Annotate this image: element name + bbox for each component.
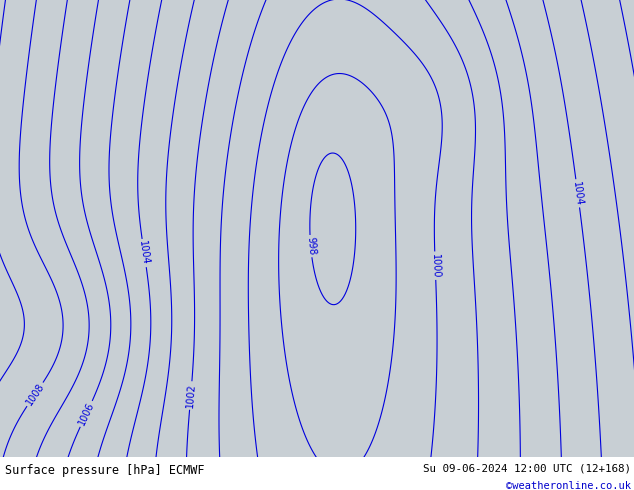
- Text: ©weatheronline.co.uk: ©weatheronline.co.uk: [506, 481, 631, 490]
- Text: 1000: 1000: [430, 253, 441, 278]
- Text: 998: 998: [305, 237, 316, 256]
- Text: 1004: 1004: [571, 180, 585, 206]
- Text: 1004: 1004: [138, 240, 151, 266]
- Text: Surface pressure [hPa] ECMWF: Surface pressure [hPa] ECMWF: [5, 464, 205, 477]
- Text: 1006: 1006: [77, 401, 96, 427]
- Text: 1002: 1002: [184, 383, 197, 408]
- Text: Su 09-06-2024 12:00 UTC (12+168): Su 09-06-2024 12:00 UTC (12+168): [423, 464, 631, 473]
- Text: 1008: 1008: [24, 381, 46, 407]
